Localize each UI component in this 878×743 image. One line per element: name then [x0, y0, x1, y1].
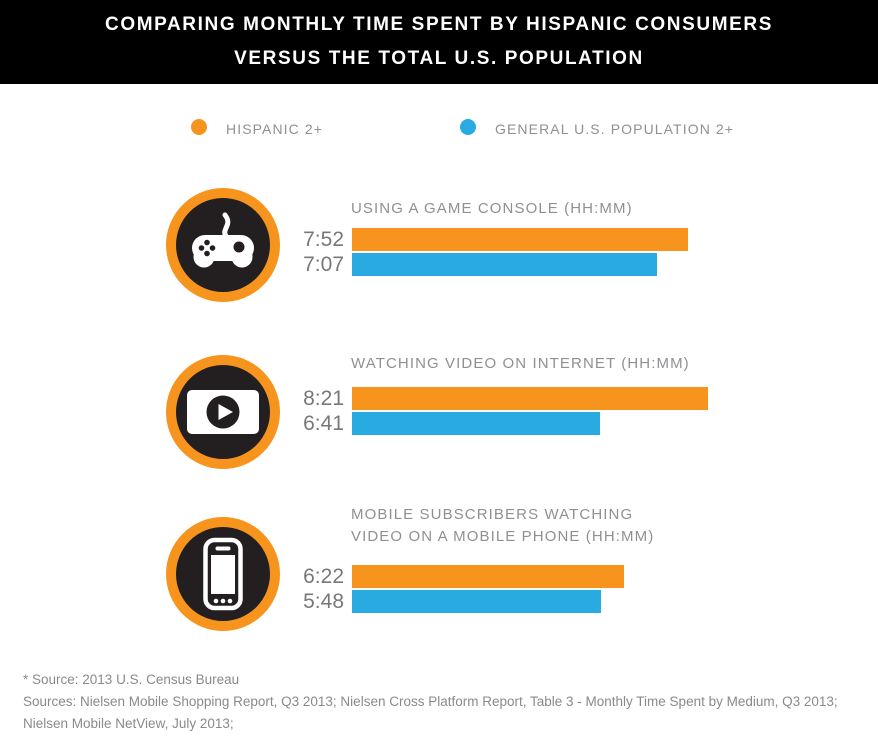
source-notes: * Source: 2013 U.S. Census Bureau Source… [23, 669, 853, 735]
source-note-line: Nielsen Mobile NetView, July 2013; [23, 716, 234, 731]
section-title-internet-video: WATCHING VIDEO ON INTERNET (HH:MM) [351, 353, 690, 375]
bar-hispanic [352, 565, 624, 588]
legend-swatch-hispanic [191, 119, 207, 135]
value-label-hispanic: 7:52 [303, 228, 344, 251]
section-title-line: MOBILE SUBSCRIBERS WATCHING [351, 506, 634, 523]
header-banner: COMPARING MONTHLY TIME SPENT BY HISPANIC… [0, 0, 878, 84]
game-controller-icon [192, 212, 254, 268]
section-title-game-console: USING A GAME CONSOLE (HH:MM) [351, 198, 633, 220]
bar-general [352, 253, 657, 276]
bar-general [352, 412, 600, 435]
section-title-line: VIDEO ON A MOBILE PHONE (HH:MM) [351, 528, 655, 545]
value-label-hispanic: 6:22 [303, 565, 344, 588]
legend-label-general-population: GENERAL U.S. POPULATION 2+ [495, 121, 735, 137]
value-label-general: 6:41 [303, 412, 344, 435]
section-title-line: WATCHING VIDEO ON INTERNET (HH:MM) [351, 355, 690, 372]
source-note-line: * Source: 2013 U.S. Census Bureau [23, 672, 240, 687]
legend-swatch-general-population [460, 119, 476, 135]
bar-hispanic [352, 387, 708, 410]
value-label-hispanic: 8:21 [303, 387, 344, 410]
value-label-general: 7:07 [303, 253, 344, 276]
section-title-line: USING A GAME CONSOLE (HH:MM) [351, 200, 633, 217]
mobile-video-icon-badge [166, 517, 280, 631]
legend-label-hispanic: HISPANIC 2+ [226, 121, 324, 137]
value-label-general: 5:48 [303, 590, 344, 613]
game-console-icon-badge [166, 188, 280, 302]
source-note-line: Sources: Nielsen Mobile Shopping Report,… [23, 694, 838, 709]
bar-hispanic [352, 228, 688, 251]
header-title-line1: COMPARING MONTHLY TIME SPENT BY HISPANIC… [105, 14, 773, 35]
video-player-icon [187, 390, 259, 434]
header-title-line2: VERSUS THE TOTAL U.S. POPULATION [234, 48, 644, 69]
mobile-phone-icon [203, 537, 243, 611]
internet-video-icon-badge [166, 355, 280, 469]
bar-general [352, 590, 601, 613]
section-title-mobile-video: MOBILE SUBSCRIBERS WATCHING VIDEO ON A M… [351, 504, 654, 548]
